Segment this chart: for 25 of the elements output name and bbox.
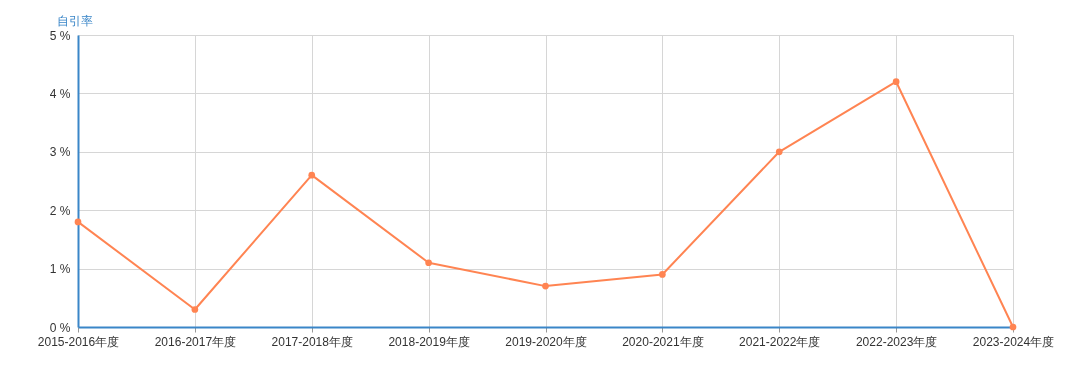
point bbox=[1009, 323, 1017, 331]
point bbox=[659, 271, 666, 278]
x-tick-label: 2020-2021年度 bbox=[622, 334, 704, 349]
y-tick-label: 4 % bbox=[49, 86, 71, 101]
x-tick-label: 2016-2017年度 bbox=[154, 334, 237, 349]
x-tick-label: 2021-2022年度 bbox=[739, 334, 821, 349]
y-tick-label: 3 % bbox=[49, 145, 71, 160]
point bbox=[892, 78, 900, 86]
point bbox=[74, 218, 82, 226]
x-tick-label: 2017-2018年度 bbox=[271, 334, 353, 349]
x-tick-label: 2015-2016年度 bbox=[37, 334, 120, 349]
point bbox=[425, 259, 432, 267]
y-tick-label: 0 % bbox=[49, 320, 71, 335]
point bbox=[775, 148, 783, 156]
point bbox=[542, 282, 549, 290]
y-tick-label: 2 % bbox=[49, 203, 71, 218]
y-tick-label: 1 % bbox=[49, 262, 71, 277]
point bbox=[191, 306, 199, 313]
y-tick-label: 5 % bbox=[49, 28, 71, 43]
x-tick-label: 2018-2019年度 bbox=[388, 334, 470, 349]
x-tick-label: 2023-2024年度 bbox=[972, 334, 1055, 349]
y-axis-title: 自引率 bbox=[56, 13, 93, 28]
x-tick-label: 2022-2023年度 bbox=[855, 334, 938, 349]
point bbox=[308, 171, 316, 179]
x-tick-label: 2019-2020年度 bbox=[505, 334, 587, 349]
